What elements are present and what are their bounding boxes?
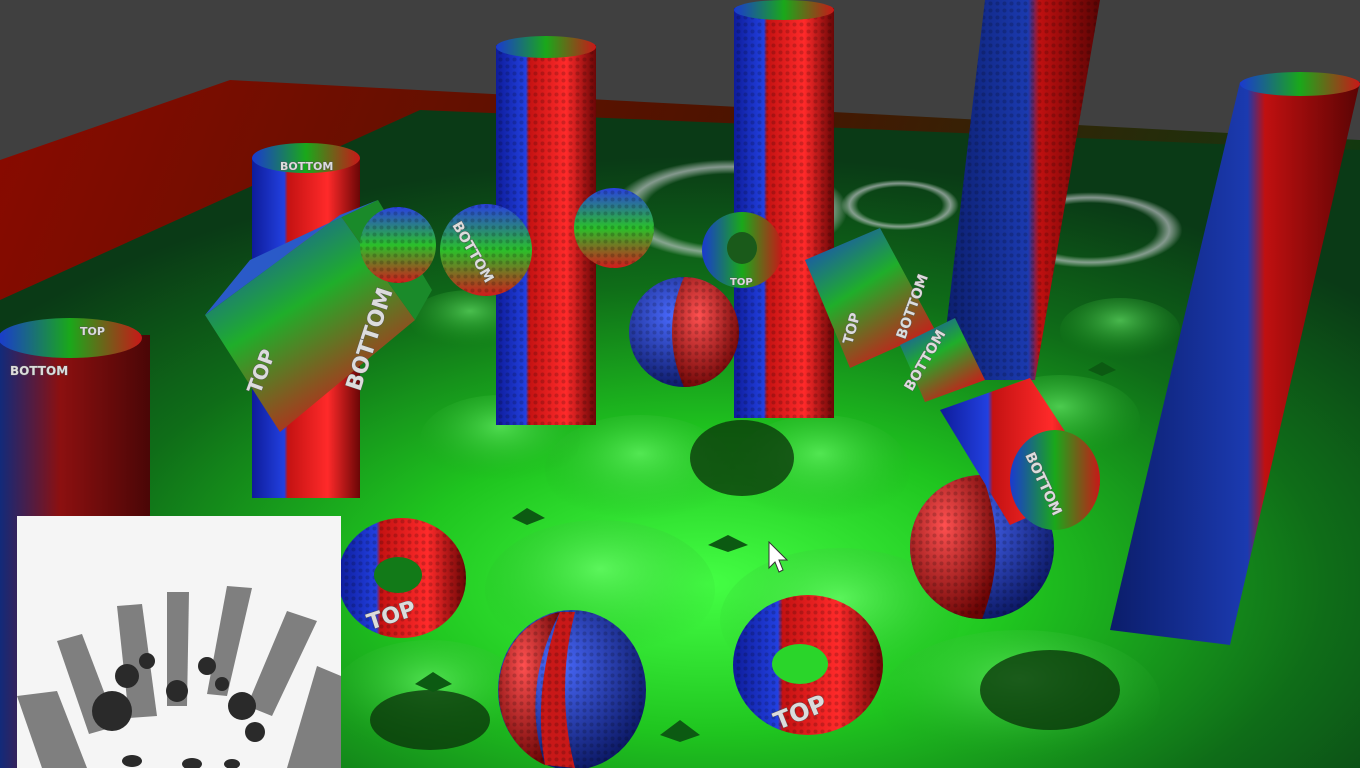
svg-text:TOP: TOP (80, 325, 105, 338)
floor-markers (415, 362, 1116, 742)
column-right (940, 0, 1100, 380)
object-shadows (370, 420, 1120, 750)
barrel-right: BOTTOM (940, 378, 1100, 530)
shadow-map-preview (17, 516, 341, 768)
torus-left: TOP (338, 518, 466, 638)
svg-text:TOP: TOP (730, 277, 753, 288)
ball-rgb-left (360, 207, 436, 283)
torus-upper-center: TOP (702, 212, 782, 288)
column-center (734, 0, 834, 418)
ball-red-blue-center (629, 277, 739, 387)
shadow-map-icon (17, 516, 341, 768)
ball-rgb-upper-left: BOTTOM (440, 204, 532, 296)
torus-bottom-center: TOP (733, 595, 883, 736)
ball-red-blue-bottom (498, 610, 646, 768)
cylinder-far-right (1110, 72, 1360, 645)
svg-text:BOTTOM: BOTTOM (280, 160, 333, 173)
mouse-pointer-icon (768, 540, 789, 575)
svg-text:BOTTOM: BOTTOM (10, 364, 68, 378)
ball-upper-center (574, 188, 654, 268)
